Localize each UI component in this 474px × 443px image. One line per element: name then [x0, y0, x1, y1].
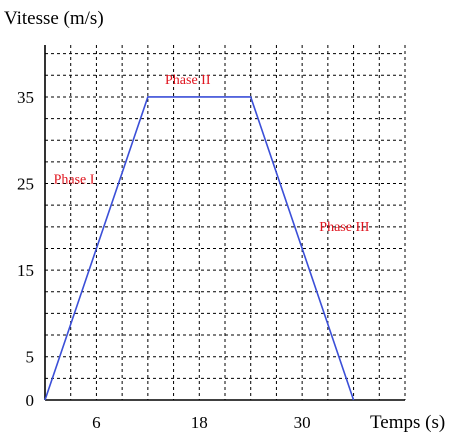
velocity-series-line: [44, 96, 355, 401]
y-tick-label: 15: [17, 261, 34, 280]
x-axis-label: Temps (s): [370, 412, 445, 433]
y-axis-label: Vitesse (m/s): [4, 8, 104, 29]
x-tick-label: 30: [294, 413, 311, 432]
annotations: Phase I Phase II Phase III: [54, 73, 370, 235]
series: [44, 96, 355, 401]
grid: [45, 45, 406, 400]
x-tick-label: 18: [191, 413, 208, 432]
tick-labels: 0 5 15 25 35 6 18 30: [17, 88, 311, 432]
y-tick-label: 25: [17, 175, 34, 194]
y-tick-label: 0: [26, 391, 35, 410]
y-tick-label: 5: [26, 348, 35, 367]
phase-label: Phase I: [54, 173, 95, 188]
y-tick-label: 35: [17, 88, 34, 107]
phase-label: Phase II: [165, 73, 211, 88]
phase-label: Phase III: [319, 220, 369, 235]
x-tick-label: 6: [92, 413, 101, 432]
axes: [44, 45, 405, 401]
